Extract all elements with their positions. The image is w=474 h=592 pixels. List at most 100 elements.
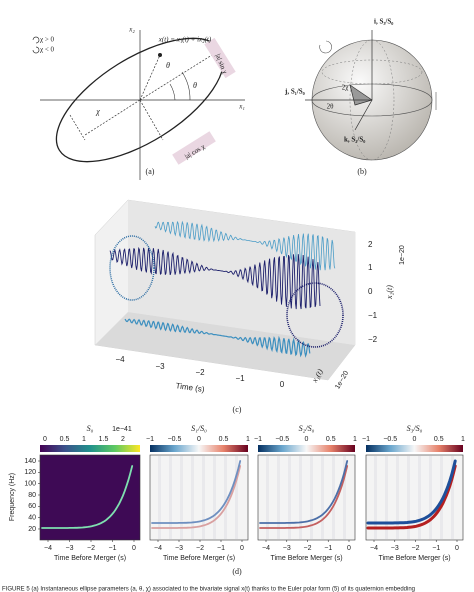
caption: (d): [232, 567, 242, 576]
stripe: [299, 456, 302, 539]
label: Time Before Merger (s): [163, 555, 235, 562]
colorbar: [366, 445, 463, 452]
tick-label: −1: [368, 311, 378, 320]
colorbar: [40, 445, 140, 452]
chirp: [41, 465, 134, 529]
tick-label: −4: [154, 545, 162, 552]
stripe: [288, 456, 291, 539]
tick-label: 0: [413, 436, 417, 443]
label: x₁: [238, 103, 245, 111]
label: S₃/S₀: [407, 424, 423, 433]
label: Time (s): [175, 381, 205, 394]
stripe: [180, 456, 183, 539]
tick-label: 0: [197, 436, 201, 443]
chirp: [151, 465, 242, 529]
tick-label: 1.5: [99, 436, 109, 443]
tick-label: 1: [246, 436, 250, 443]
tick-label: 2: [121, 436, 125, 443]
label: 1e−20: [334, 370, 350, 391]
label: j, S₁/S₀: [284, 88, 305, 96]
tag: [204, 37, 236, 79]
tick-label: 2: [368, 240, 373, 249]
tick-label: −1: [254, 436, 262, 443]
tick-label: −1: [109, 545, 117, 552]
marker: [158, 53, 162, 57]
tick-label: 0.5: [219, 436, 229, 443]
label: x₂(t): [385, 285, 394, 300]
tag: [172, 131, 216, 165]
tick-label: 0: [455, 545, 459, 552]
tick-label: 0.5: [326, 436, 336, 443]
stripe: [158, 456, 161, 539]
arrows: [319, 40, 437, 110]
label: θ: [166, 61, 170, 70]
tick-label: −2: [368, 335, 378, 344]
tick-label: −3: [175, 545, 183, 552]
tick-label: −4: [44, 545, 52, 552]
tick-label: −2: [195, 368, 205, 377]
label: k, S₂/S₀: [344, 136, 365, 144]
stripe: [202, 456, 205, 539]
tick-label: 1: [353, 436, 357, 443]
stripe: [374, 456, 377, 539]
signal: [109, 246, 321, 310]
ellipse-axes: [69, 49, 221, 141]
arc: [169, 71, 191, 101]
label: S₂/S₀: [299, 424, 315, 433]
label: χ < 0: [40, 46, 55, 54]
label: θ: [193, 81, 197, 90]
caption: (a): [146, 167, 155, 176]
stripe: [343, 456, 346, 539]
tick-label: −0.5: [275, 436, 289, 443]
tick-label: 20: [28, 526, 36, 533]
stripe: [277, 456, 280, 539]
tick-label: −1: [146, 436, 154, 443]
stripe: [169, 456, 172, 539]
stripe: [451, 456, 454, 539]
stripe: [418, 456, 421, 539]
tick-label: 1: [368, 263, 373, 272]
label: Frequency (Hz): [9, 473, 16, 521]
stripe: [213, 456, 216, 539]
tick-label: −3: [155, 362, 165, 371]
label: i, S₃/S₀: [374, 18, 393, 26]
stripe: [440, 456, 443, 539]
chirp: [366, 459, 457, 525]
stripe: [310, 456, 313, 539]
stripe: [332, 456, 335, 539]
tick-label: −1: [217, 545, 225, 552]
label: S₀: [87, 424, 94, 433]
tick-label: −1: [432, 545, 440, 552]
tick-label: −2: [196, 545, 204, 552]
stripe: [235, 456, 238, 539]
label: Time Before Merger (s): [378, 555, 450, 562]
meridian: [349, 39, 395, 161]
chirp: [259, 460, 349, 524]
label: 2χ: [342, 84, 350, 92]
tick-label: −4: [115, 355, 125, 364]
colorbar: [150, 445, 248, 452]
label: 2θ: [327, 103, 335, 111]
chirp: [151, 460, 242, 524]
tick-label: −1: [235, 374, 245, 383]
chirp: [259, 465, 349, 529]
tick-label: 0: [368, 287, 373, 296]
tick-label: 120: [24, 469, 36, 476]
tick-label: 140: [24, 458, 36, 465]
tick-label: −0.5: [168, 436, 182, 443]
floor-projection: [124, 318, 311, 358]
label: 1e−41: [112, 426, 132, 433]
label: χ: [95, 107, 100, 116]
tick-label: 60: [28, 503, 36, 510]
rot-icon: [32, 36, 40, 54]
label: 1e−20: [399, 245, 406, 265]
tick-label: 80: [28, 492, 36, 499]
tick-label: −1: [362, 436, 370, 443]
tick-label: 100: [24, 481, 36, 488]
stripe: [385, 456, 388, 539]
tick-label: 0.5: [434, 436, 444, 443]
tick-label: −3: [391, 545, 399, 552]
tick-label: −0.5: [383, 436, 397, 443]
caption: (b): [357, 167, 367, 176]
